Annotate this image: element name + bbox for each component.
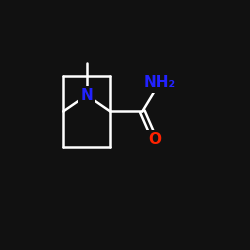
Text: O: O [148,132,161,147]
Text: NH₂: NH₂ [144,76,176,90]
Text: N: N [80,88,93,103]
